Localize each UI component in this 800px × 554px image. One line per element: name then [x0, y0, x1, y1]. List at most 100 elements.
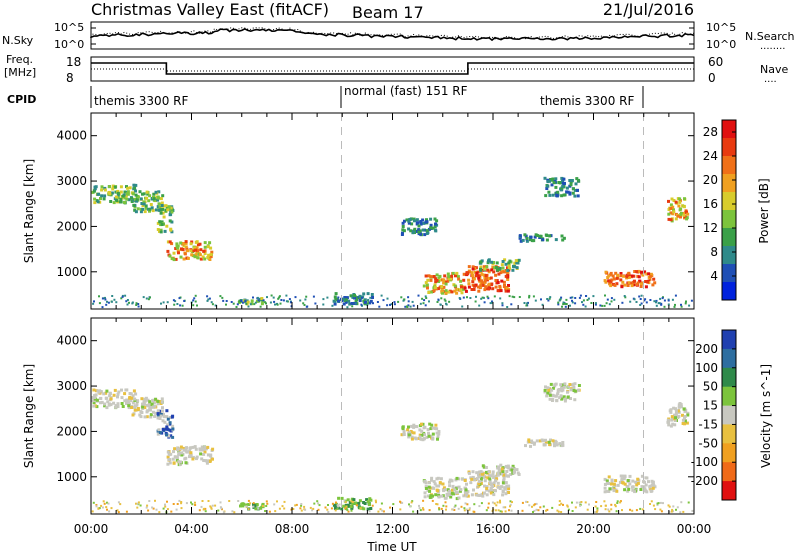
data-cell — [158, 205, 162, 209]
data-cell — [674, 416, 677, 420]
data-cell — [407, 296, 410, 299]
colorbar-swatch — [722, 192, 736, 211]
data-cell — [150, 206, 154, 210]
data-cell — [152, 192, 156, 196]
data-cell — [178, 499, 181, 502]
data-cell — [651, 283, 655, 287]
data-cell — [180, 453, 184, 457]
data-cell — [143, 210, 147, 214]
data-cell — [495, 261, 499, 265]
data-cell — [333, 302, 337, 306]
data-cell — [525, 236, 529, 240]
data-cell — [121, 295, 124, 298]
data-cell — [508, 295, 511, 298]
data-cell — [566, 190, 570, 194]
data-cell — [145, 506, 148, 509]
data-cell — [608, 487, 612, 491]
data-cell — [510, 468, 514, 472]
data-cell — [679, 405, 683, 409]
data-cell — [92, 501, 95, 504]
data-cell — [191, 455, 195, 459]
data-cell — [423, 425, 427, 429]
data-cell — [141, 192, 144, 196]
data-cell — [103, 402, 107, 406]
data-cell — [436, 437, 439, 441]
data-cell — [673, 419, 677, 422]
data-cell — [682, 212, 686, 216]
data-cell — [678, 200, 682, 204]
data-cell — [405, 218, 409, 222]
data-cell — [167, 205, 171, 209]
data-cell — [283, 507, 286, 510]
data-cell — [544, 440, 548, 444]
data-cell — [324, 506, 327, 509]
data-cell — [645, 301, 648, 304]
data-cell — [555, 193, 559, 197]
data-cell — [124, 294, 127, 297]
data-cell — [273, 503, 276, 506]
data-cell — [92, 189, 96, 193]
data-cell — [482, 296, 485, 299]
data-cell — [487, 470, 491, 473]
data-cell — [489, 302, 492, 305]
data-cell — [336, 504, 339, 507]
data-cell — [569, 296, 572, 299]
velocity-xlabel: Time UT — [366, 540, 417, 554]
data-cell — [491, 300, 493, 303]
data-cell — [515, 468, 519, 472]
data-cell — [327, 504, 329, 506]
data-cell — [455, 497, 459, 501]
data-cell — [366, 500, 370, 504]
data-cell — [426, 488, 430, 492]
data-cell — [116, 193, 120, 197]
data-cell — [337, 296, 340, 299]
data-cell — [551, 177, 555, 181]
data-cell — [487, 277, 491, 280]
data-cell — [542, 505, 545, 508]
data-cell — [419, 302, 422, 305]
data-cell — [172, 450, 175, 454]
data-cell — [158, 220, 162, 224]
data-cell — [489, 491, 493, 495]
data-cell — [518, 234, 522, 238]
data-cell — [170, 510, 173, 513]
data-cell — [549, 296, 552, 299]
data-cell — [194, 447, 198, 451]
data-cell — [477, 480, 481, 483]
data-cell — [449, 495, 453, 499]
data-cell — [523, 302, 526, 304]
data-cell — [505, 286, 509, 290]
data-cell — [605, 479, 609, 483]
data-cell — [480, 502, 483, 505]
data-cell — [479, 477, 483, 481]
data-cell — [571, 299, 573, 302]
data-cell — [156, 416, 160, 420]
data-cell — [186, 249, 189, 253]
colorbar-swatch — [722, 424, 736, 444]
data-cell — [164, 204, 168, 208]
data-cell — [439, 303, 442, 306]
data-cell — [119, 197, 123, 201]
data-cell — [125, 402, 128, 405]
data-cell — [507, 484, 511, 488]
data-cell — [276, 500, 278, 503]
data-cell — [194, 248, 198, 252]
data-cell — [156, 221, 160, 225]
data-cell — [183, 252, 187, 256]
data-cell — [196, 256, 200, 260]
data-cell — [444, 299, 447, 302]
data-cell — [450, 290, 454, 294]
data-cell — [407, 219, 411, 223]
data-cell — [203, 257, 207, 261]
data-cell — [674, 409, 678, 413]
data-cell — [156, 399, 160, 403]
data-cell — [431, 499, 434, 502]
data-cell — [509, 473, 513, 476]
data-cell — [403, 219, 406, 223]
data-cell — [202, 249, 206, 253]
data-cell — [635, 483, 639, 487]
data-cell — [565, 303, 568, 305]
power-x-ticks — [90, 113, 695, 309]
data-cell — [462, 296, 465, 299]
